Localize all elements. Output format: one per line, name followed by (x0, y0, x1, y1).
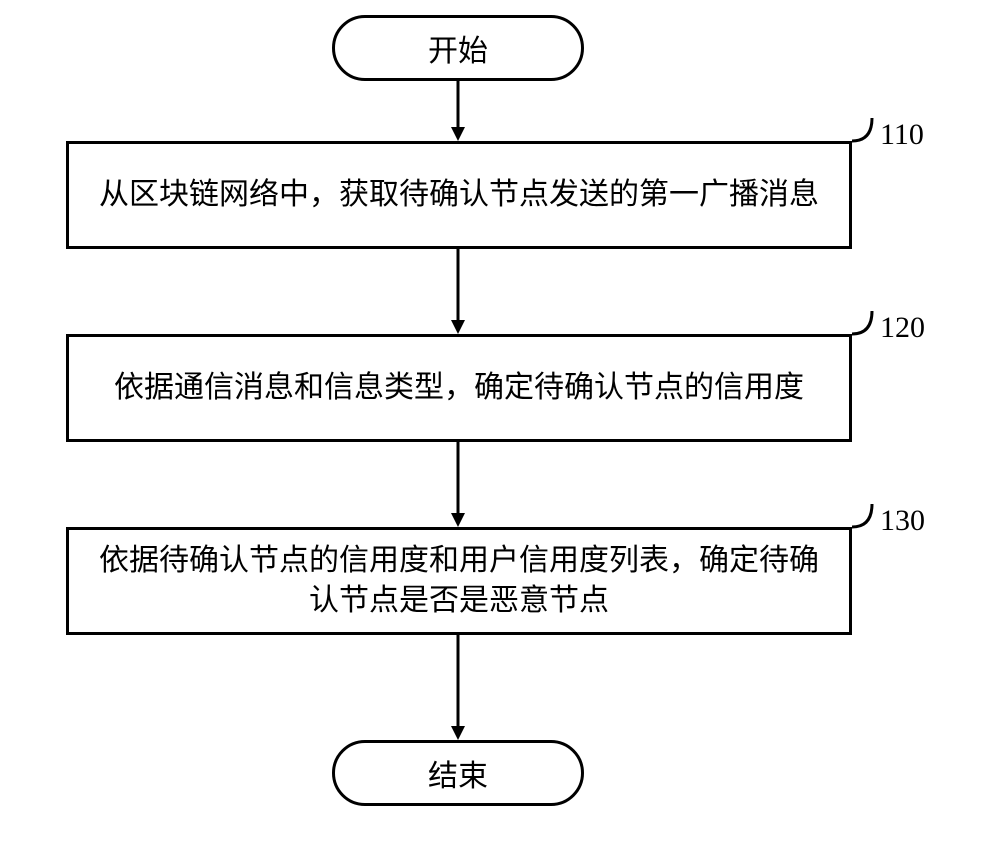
flowchart-canvas: 开始 从区块链网络中，获取待确认节点发送的第一广播消息 110 依据通信消息和信… (0, 0, 1000, 844)
connector-layer (0, 0, 1000, 844)
